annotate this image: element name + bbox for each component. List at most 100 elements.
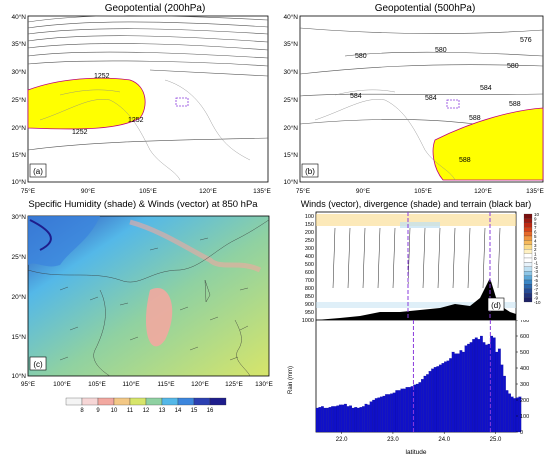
pressure-label: 900 [305,302,314,308]
lat-label: 40°N [283,13,298,21]
rain-bar [326,407,329,433]
pressure-label: 250 [305,238,314,244]
lat-label: 30°N [11,213,26,221]
rain-bar [485,344,488,433]
rain-bar [433,367,437,433]
colorbar-swatch [145,397,163,406]
rain-bar [497,348,501,433]
pressure-label: 500 [305,262,314,268]
y-tick-label: 0 [520,430,523,436]
colorbar-label: 10 [534,212,540,217]
lat-label: 20°N [283,124,298,132]
x-tick-label: 23.0 [387,437,399,443]
contour-label: 588 [469,115,481,122]
colorbar-label: 8 [80,408,84,414]
rain-bar [405,387,409,433]
colorbar-label: -8 [534,291,538,296]
lon-label: 95°E [21,380,36,388]
rain-x-axis-label: latitude [406,449,427,456]
lat-label: 25°N [283,96,298,104]
panel-c-title: Specific Humidity (shade) & Winds (vecto… [28,199,258,210]
rain-bar [449,358,452,433]
pressure-label: 850 [305,294,314,300]
pressure-label: 100 [305,214,314,220]
colorbar-swatch [81,397,99,406]
rain-bar [472,339,476,433]
contour-label: 1252 [94,73,110,80]
rain-bar [477,339,481,433]
rain-bar [369,401,373,433]
rain-bar [436,366,440,433]
divergence-colorbar [523,213,533,303]
contour-label: 1252 [128,117,144,124]
panel-a-tag: (a) [33,167,43,176]
rain-bar [503,375,506,433]
pressure-label: 800 [305,286,314,292]
colorbar-swatch [161,397,179,406]
humidity-colorbar [65,397,227,406]
rain-bar [331,406,335,433]
rain-bar [380,396,383,433]
contour-label: 584 [425,95,437,102]
rain-bar [395,390,399,433]
y-tick-label: 100 [520,414,529,420]
rain-bar [508,393,511,433]
rain-bar [454,353,458,433]
colorbar-label: 16 [207,408,214,414]
rain-bar [469,342,473,433]
colorbar-swatch [523,284,533,289]
colorbar-swatch [177,397,195,406]
lon-label: 115°E [157,380,175,388]
lat-label: 35°N [11,40,26,48]
colorbar-swatch [523,218,533,223]
colorbar-swatch [523,244,533,250]
panel-a-map: 1252 1252 1252 40°N 35°N 30°N 25°N 20°N … [11,13,271,195]
rain-bar [438,364,442,433]
colorbar-swatch [523,253,533,259]
wind-vectors-section [332,227,501,289]
rain-bar [467,343,470,433]
rain-bar [377,397,381,433]
lat-label: 15°N [11,333,26,341]
lon-label: 110°E [122,380,140,388]
y-tick-label: 400 [520,366,529,372]
rain-bar [464,345,468,433]
rain-bar [354,407,358,433]
colorbar-swatch [523,266,533,272]
lon-label: 90°E [356,187,371,195]
colorbar-label: 3 [534,243,537,248]
rain-bar [362,406,365,433]
rain-bar [374,398,378,433]
pressure-label: 600 [305,270,314,276]
colorbar-swatch [523,262,533,267]
wind-vectors [59,237,249,361]
y-tick-label: 300 [520,382,529,388]
rain-bar [431,368,435,433]
rain-bar [372,399,376,433]
panel-d-tag: (d) [491,301,501,310]
rain-bar [505,390,509,433]
rain-bar [336,405,340,433]
lat-label: 25°N [11,96,26,104]
panel-c-map: 30°N 25°N 20°N 15°N 10°N 95°E 100°E 105°… [11,213,273,414]
rain-bar [392,392,396,433]
rain-bar [482,342,486,433]
rain-bar [351,407,355,433]
rain-bar [349,405,352,433]
contour-label: 576 [520,37,532,44]
colorbar-label: 10 [111,408,118,414]
rain-bar [390,393,394,433]
panel-b-title: Geopotential (500hPa) [374,3,476,14]
lat-label: 10°N [283,178,298,186]
rain-bar [415,383,419,433]
colorbar-label: 14 [175,408,182,414]
rain-bar [426,374,429,433]
lon-label: 75°E [296,187,311,195]
colorbar-label: 12 [143,408,150,414]
pressure-label: 700 [305,278,314,284]
rain-bar [318,407,322,433]
rain-bar [408,387,411,433]
colorbar-swatch [65,397,83,406]
rain-bar [346,406,350,433]
lat-label: 10°N [11,178,26,186]
